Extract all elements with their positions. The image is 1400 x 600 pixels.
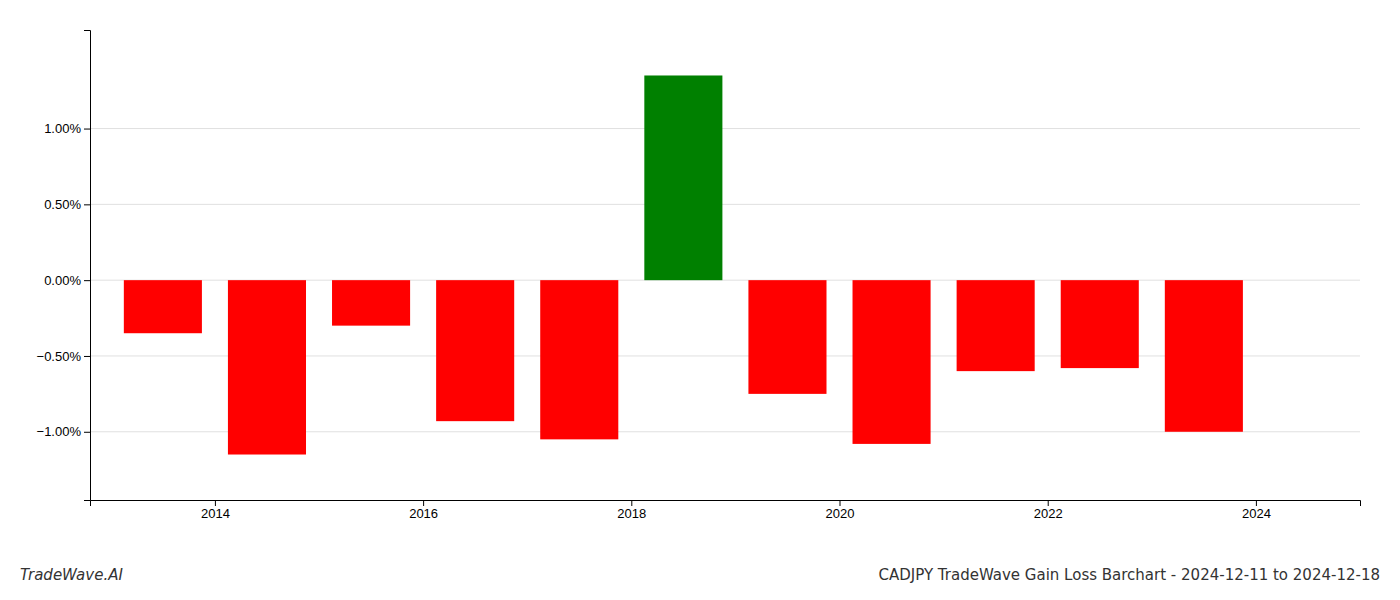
bar [1061, 280, 1139, 368]
x-tick: 2014 [201, 500, 230, 521]
bar [1165, 280, 1243, 432]
y-tick: 0.00% [44, 273, 90, 288]
x-tick-label: 2022 [1034, 506, 1063, 521]
y-tick-label: −0.50% [37, 349, 82, 364]
chart: 2014 2016 2018 2020 2022 2024 −1.00% −0.50% 0.00… [0, 0, 1400, 600]
y-axis: −1.00% −0.50% 0.00% 0.50% 1.00% [37, 31, 91, 501]
bar [748, 280, 826, 394]
bar [228, 280, 306, 454]
bar [124, 280, 202, 333]
x-tick-label: 2024 [1242, 506, 1271, 521]
bar [332, 280, 410, 325]
x-tick-mark [631, 500, 632, 506]
watermark: TradeWave.AI [20, 566, 123, 584]
x-tick-mark [215, 500, 216, 506]
y-tick: −0.50% [37, 349, 90, 364]
grid-line [90, 128, 1360, 129]
x-tick-label: 2020 [826, 506, 855, 521]
plot: 2014 2016 2018 2020 2022 2024 −1.00% −0.50% 0.00… [37, 31, 1361, 522]
x-tick-label: 2014 [201, 506, 230, 521]
bars [124, 75, 1243, 454]
y-tick-label: 0.50% [44, 197, 81, 212]
y-tick-mark [84, 280, 90, 281]
y-tick: 0.50% [44, 197, 90, 212]
y-axis-line [84, 31, 91, 501]
bar [436, 280, 514, 421]
x-axis: 2014 2016 2018 2020 2022 2024 [91, 500, 1361, 521]
y-tick-mark [84, 432, 90, 433]
bar [853, 280, 931, 444]
x-tick-mark [1256, 500, 1257, 506]
y-tick: 1.00% [44, 121, 90, 136]
y-tick-mark [84, 356, 90, 357]
x-tick: 2020 [826, 500, 855, 521]
x-tick-mark [840, 500, 841, 506]
y-tick-mark [84, 129, 90, 130]
bar [644, 75, 722, 280]
x-tick: 2024 [1242, 500, 1271, 521]
y-tick-label: 0.00% [44, 273, 81, 288]
x-tick: 2022 [1034, 500, 1063, 521]
bar [540, 280, 618, 439]
x-tick-label: 2018 [617, 506, 646, 521]
x-tick-label: 2016 [409, 506, 438, 521]
x-tick-mark [423, 500, 424, 506]
y-tick-label: 1.00% [44, 121, 81, 136]
x-axis-line [91, 501, 1361, 507]
bar [957, 280, 1035, 371]
y-tick-mark [84, 204, 90, 205]
x-tick: 2016 [409, 500, 438, 521]
x-tick-mark [1048, 500, 1049, 506]
y-tick: −1.00% [37, 424, 90, 439]
grid-line [90, 204, 1360, 205]
title: CADJPY TradeWave Gain Loss Barchart - 20… [879, 566, 1381, 584]
x-tick: 2018 [617, 500, 646, 521]
y-tick-label: −1.00% [37, 424, 82, 439]
